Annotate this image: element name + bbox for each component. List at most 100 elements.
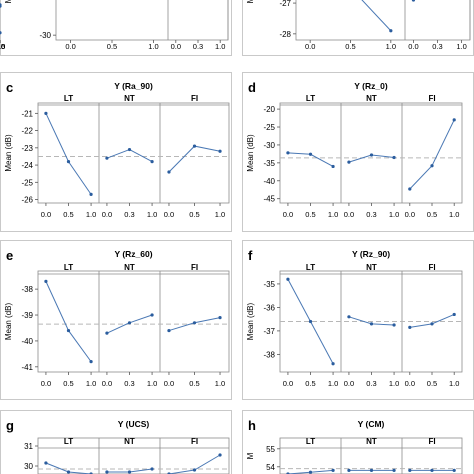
x-tick-label: 1.0 [449, 379, 459, 388]
panel-label-lt: LT [306, 263, 315, 272]
x-tick-label: 0.5 [107, 42, 117, 51]
data-point [369, 153, 374, 157]
data-point [286, 277, 290, 281]
series-line [361, 0, 392, 32]
panel-letter: f [248, 248, 253, 263]
data-point [150, 313, 154, 317]
x-tick-label: 1.0 [0, 42, 5, 51]
y-axis-label: Mean (dB) [4, 134, 13, 172]
x-tick-label: 0.0 [283, 210, 293, 219]
chart-title: Y (CM) [358, 419, 385, 429]
y-tick-label: -27 [279, 0, 291, 8]
x-tick-label: 0.3 [193, 42, 203, 51]
chart-card-2 [0, 72, 232, 232]
y-tick-label: 54 [266, 463, 275, 472]
y-axis-label: M [246, 0, 255, 3]
data-point [44, 279, 48, 283]
x-tick-label: 0.3 [366, 210, 376, 219]
panel-label-nt: NT [366, 94, 377, 103]
x-tick-label: 0.5 [427, 210, 437, 219]
data-point [218, 316, 222, 320]
data-point [66, 160, 71, 164]
data-point [408, 325, 412, 329]
y-tick-label: -30 [39, 31, 51, 40]
data-point [89, 360, 93, 364]
chart-title: Y (UCS) [118, 419, 150, 429]
x-tick-label: 0.0 [164, 210, 174, 219]
data-point [89, 192, 93, 196]
x-tick-label: 0.5 [305, 379, 315, 388]
panel-label-nt: NT [124, 437, 135, 446]
chart-title: Y (Rz_90) [352, 249, 390, 259]
x-tick-label: 0.0 [344, 379, 354, 388]
x-tick-label: 0.0 [283, 379, 293, 388]
chart-card-0 [0, 0, 232, 56]
data-point [167, 328, 171, 333]
x-tick-label: 1.0 [148, 42, 158, 51]
y-tick-label: 30 [24, 462, 33, 471]
data-point [127, 470, 132, 474]
plot-frame [37, 437, 230, 474]
plot-frame [279, 102, 463, 204]
x-tick-label: 0.0 [41, 379, 51, 388]
y-axis-label: M [4, 0, 13, 3]
x-tick-label: 0.5 [345, 42, 355, 51]
panel-letter: d [248, 80, 256, 95]
y-axis-label: Mean (dB) [246, 302, 255, 340]
y-tick-label: -30 [263, 141, 275, 150]
x-tick-label: 0.5 [189, 379, 199, 388]
x-tick-label: 0.0 [0, 42, 5, 51]
panel-label-lt: LT [64, 437, 73, 446]
data-point [150, 160, 154, 164]
x-tick-label: 0.0 [41, 210, 51, 219]
chart-card-4 [0, 240, 232, 400]
data-point [192, 144, 197, 148]
y-tick-label: 31 [24, 442, 33, 451]
y-tick-label: -21 [21, 109, 33, 118]
x-tick-label: 0.0 [305, 42, 315, 51]
x-tick-label: 1.0 [147, 210, 157, 219]
x-tick-label: 1.0 [215, 379, 225, 388]
y-tick-label: -25 [263, 123, 275, 132]
y-tick-label: -24 [21, 161, 33, 170]
x-tick-label: 0.0 [0, 42, 5, 51]
y-tick-label: -40 [21, 337, 33, 346]
x-tick-label: 1.0 [389, 210, 399, 219]
y-axis-label: M [246, 452, 255, 459]
y-tick-label: -26 [21, 196, 33, 205]
data-point [0, 31, 2, 35]
data-point [218, 453, 222, 457]
x-tick-label: 1.0 [147, 379, 157, 388]
x-tick-label: 0.0 [408, 42, 418, 51]
chart-card-6 [0, 410, 232, 474]
x-tick-label: 0.3 [366, 379, 376, 388]
x-tick-label: 0.3 [124, 379, 134, 388]
data-point [392, 468, 396, 472]
panel-label-fi: FI [191, 94, 198, 103]
x-tick-label: 0.5 [63, 210, 73, 219]
y-tick-label: 55 [266, 445, 275, 454]
y-tick-label: -38 [21, 285, 33, 294]
chart-card-7 [242, 410, 474, 474]
panel-label-fi: FI [428, 94, 435, 103]
data-point [331, 362, 335, 366]
data-point [369, 468, 374, 472]
x-tick-label: 0.5 [427, 379, 437, 388]
data-point [331, 164, 335, 169]
panel-label-nt: NT [124, 263, 135, 272]
panel-label-nt: NT [366, 437, 377, 446]
data-point [347, 160, 351, 164]
panel-label-nt: NT [366, 263, 377, 272]
panel-label-lt: LT [306, 437, 315, 446]
data-point [430, 322, 434, 326]
data-point [331, 468, 335, 472]
data-point [408, 187, 412, 191]
data-point [452, 118, 456, 122]
data-point [369, 322, 374, 326]
data-point [347, 315, 351, 319]
data-point [408, 468, 412, 472]
panel-label-fi: FI [428, 263, 435, 272]
panel-label-lt: LT [306, 94, 315, 103]
plot-frame [37, 102, 230, 204]
x-tick-label: 0.5 [0, 42, 5, 51]
